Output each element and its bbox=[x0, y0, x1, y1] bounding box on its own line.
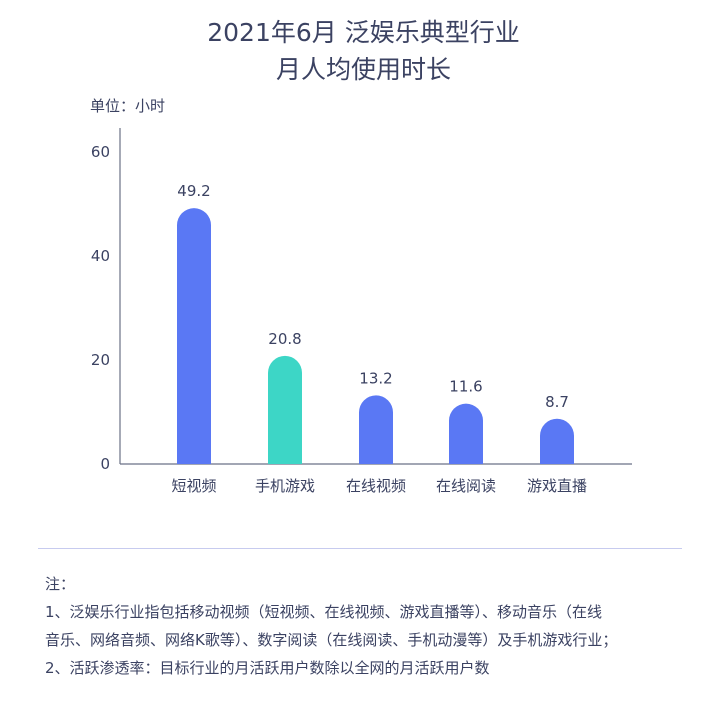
notes-section: 注： 1、泛娱乐行业指包括移动视频（短视频、在线视频、游戏直播等）、移动音乐（在… bbox=[45, 570, 685, 682]
y-tick-label: 20 bbox=[91, 351, 110, 369]
bar-value-label: 11.6 bbox=[449, 378, 482, 396]
bar bbox=[359, 395, 393, 464]
bar-value-label: 8.7 bbox=[545, 393, 569, 411]
bar bbox=[177, 208, 211, 464]
bar bbox=[540, 418, 574, 464]
bar bbox=[268, 355, 302, 464]
y-tick-label: 0 bbox=[100, 455, 110, 473]
bar-value-label: 20.8 bbox=[268, 330, 301, 348]
x-category-label: 在线阅读 bbox=[436, 477, 496, 495]
notes-heading: 注： bbox=[45, 575, 76, 593]
unit-label: 单位：小时 bbox=[90, 97, 166, 115]
notes-line-2: 音乐、网络音频、网络K歌等）、数字阅读（在线阅读、手机动漫等）及手机游戏行业； bbox=[45, 631, 618, 649]
divider bbox=[38, 548, 682, 549]
notes-line-3: 2、活跃渗透率：目标行业的月活跃用户数除以全网的月活跃用户数 bbox=[45, 659, 490, 677]
x-category-label: 短视频 bbox=[171, 477, 216, 495]
bar-value-label: 49.2 bbox=[177, 182, 210, 200]
chart-title-line-1: 2021年6月 泛娱乐典型行业 bbox=[207, 18, 520, 47]
x-category-label: 在线视频 bbox=[346, 477, 406, 495]
bar bbox=[449, 403, 483, 464]
x-category-label: 游戏直播 bbox=[527, 477, 587, 495]
bar-value-label: 13.2 bbox=[359, 369, 392, 387]
y-tick-label: 40 bbox=[91, 247, 110, 265]
notes-line-1: 1、泛娱乐行业指包括移动视频（短视频、在线视频、游戏直播等）、移动音乐（在线 bbox=[45, 603, 603, 621]
chart-title-line-2: 月人均使用时长 bbox=[275, 55, 451, 84]
bar-chart: 0 20 40 60 49.2 短视频 20.8 手机游戏 13.2 在线视频 11.6 在线阅读 8.… bbox=[91, 128, 632, 495]
chart-title: 2021年6月 泛娱乐典型行业 月人均使用时长 bbox=[0, 14, 727, 88]
x-category-label: 手机游戏 bbox=[255, 477, 315, 495]
y-tick-label: 60 bbox=[91, 143, 110, 161]
